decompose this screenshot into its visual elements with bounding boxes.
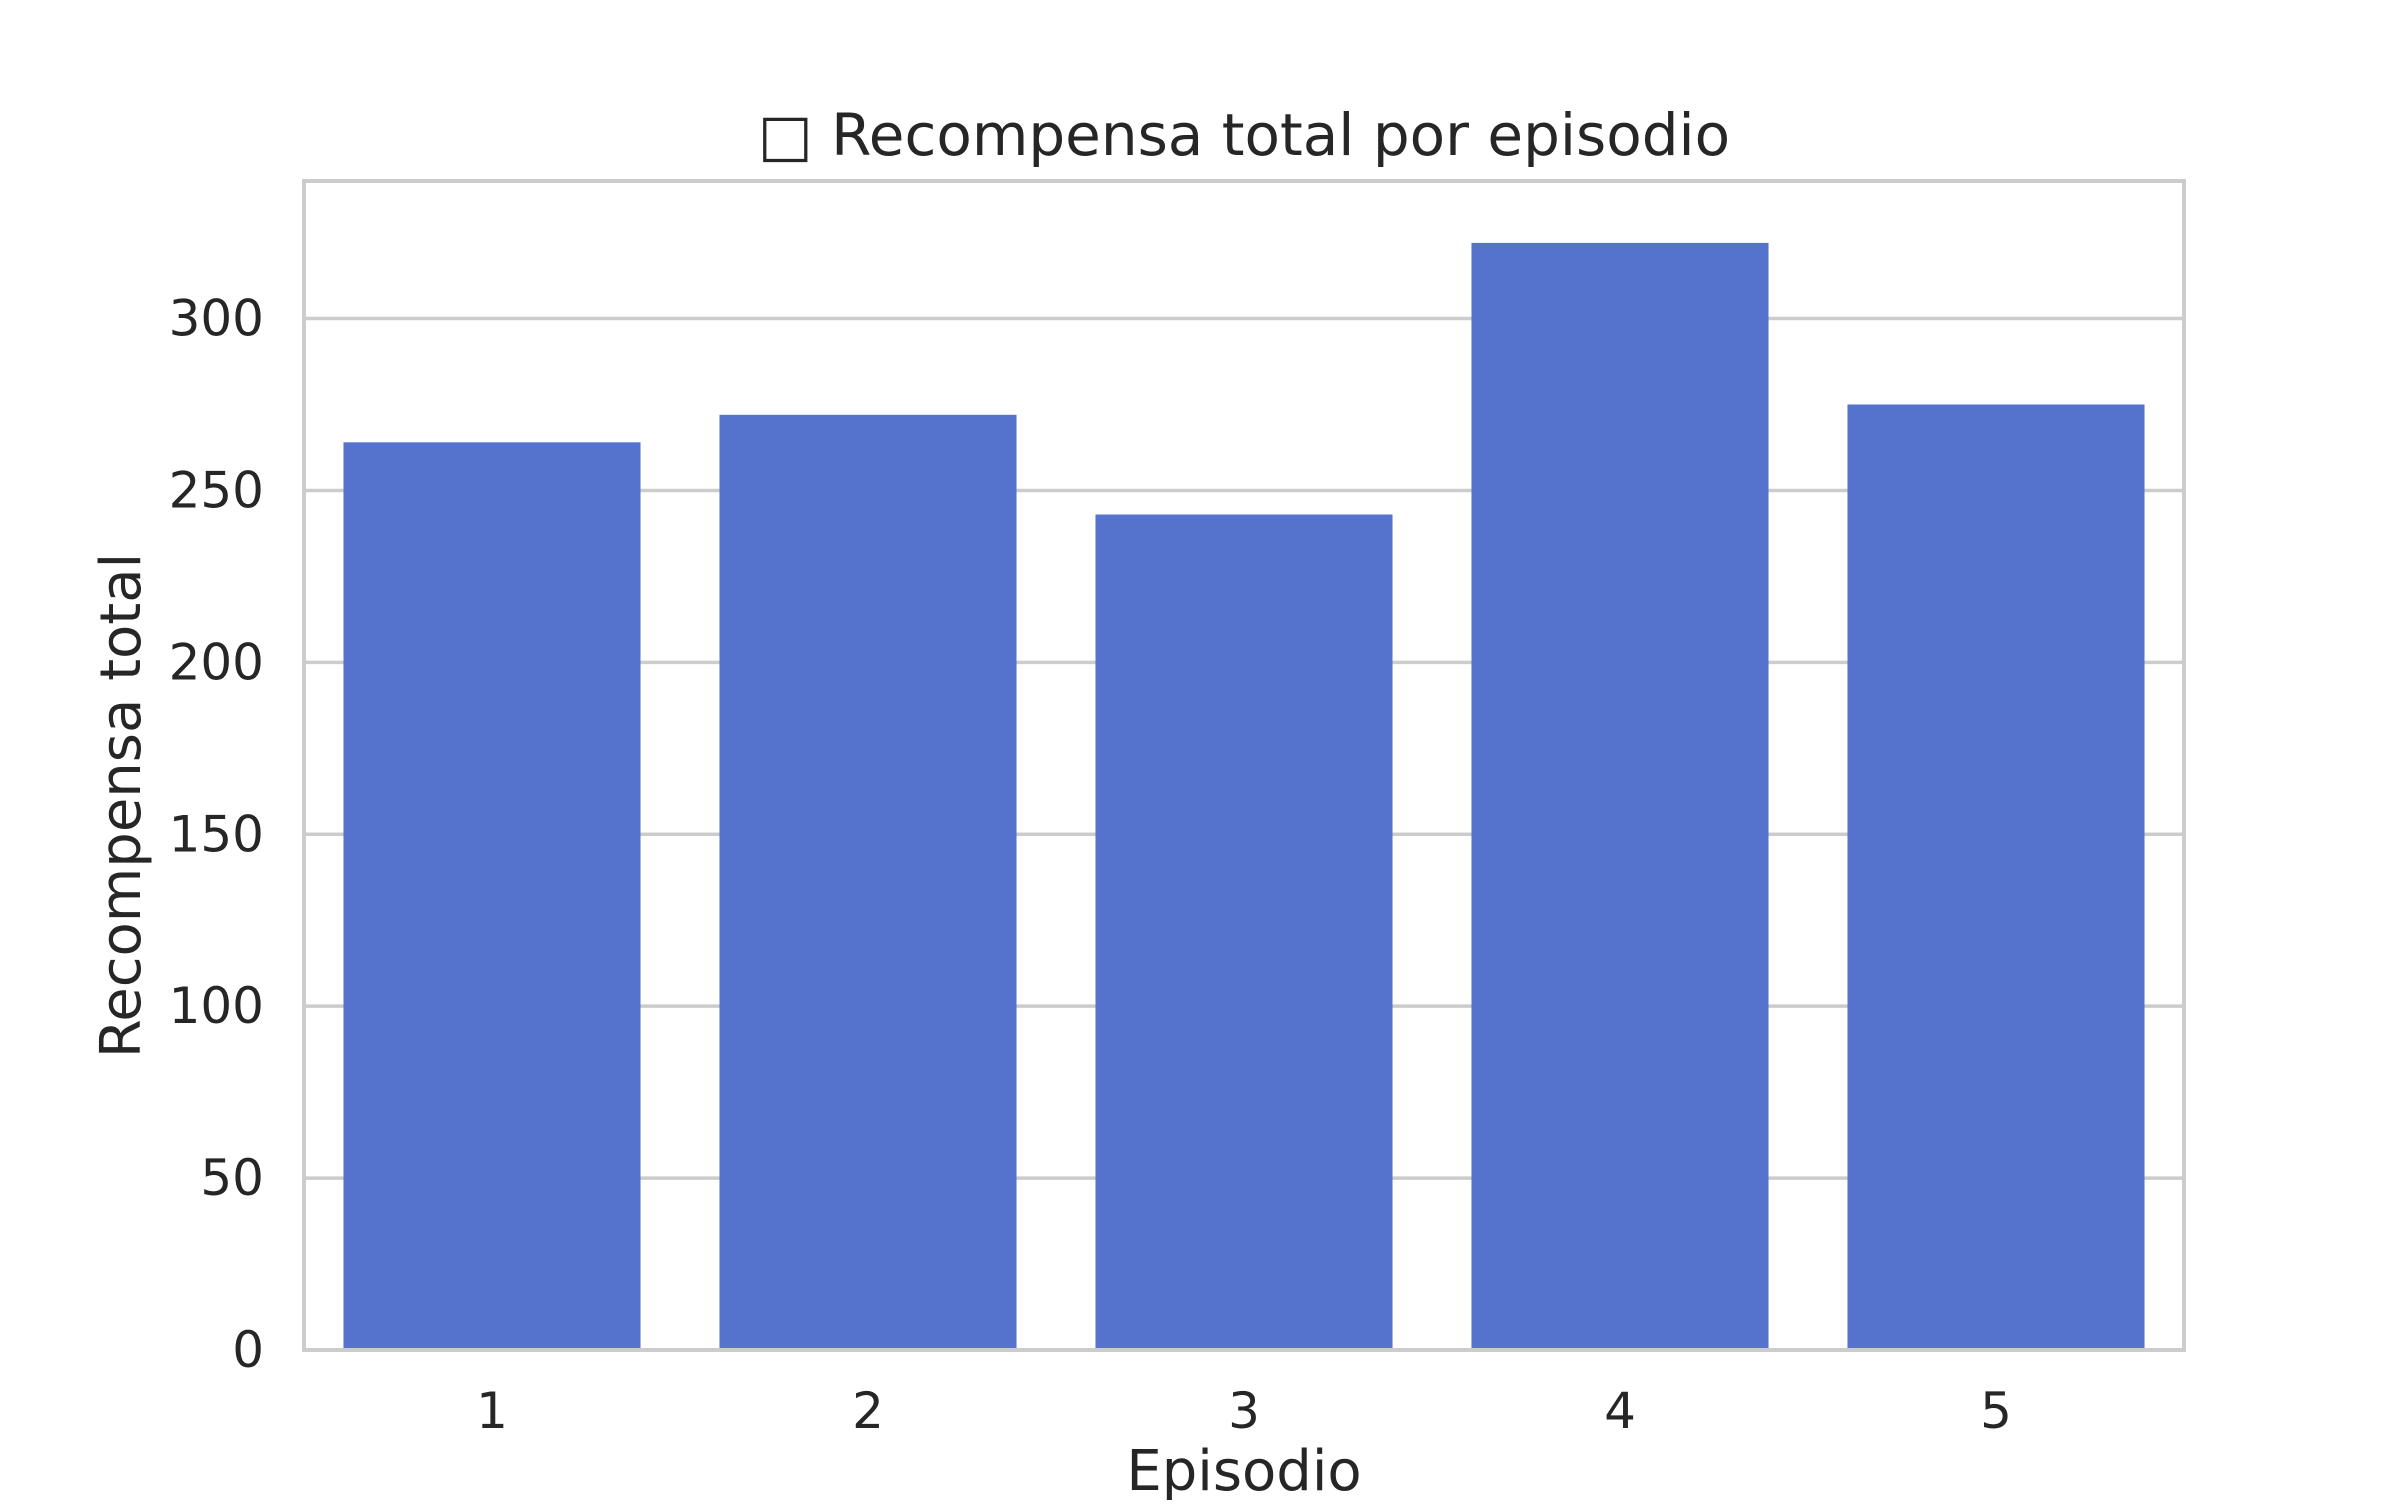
bar-episode-1 — [343, 442, 641, 1350]
plot-frame — [302, 179, 2186, 1352]
y-tick-labels: 0 50 100 150 200 250 300 — [169, 290, 264, 1379]
y-tick-label: 150 — [169, 805, 264, 863]
chart-title: □ Recompensa total por episodio — [758, 101, 1730, 169]
y-tick-label: 50 — [200, 1149, 264, 1207]
bar-episode-5 — [1847, 404, 2145, 1350]
y-tick-label: 200 — [169, 633, 264, 691]
x-tick-label: 4 — [1604, 1382, 1636, 1440]
x-axis-label: Episodio — [1126, 1439, 1361, 1500]
bar-episode-4 — [1471, 242, 1769, 1351]
bar-episode-3 — [1095, 514, 1393, 1350]
x-tick-label: 3 — [1228, 1382, 1260, 1440]
y-tick-label: 250 — [169, 461, 264, 519]
y-tick-label: 300 — [169, 290, 264, 348]
y-tick-label: 0 — [232, 1321, 264, 1379]
bars — [343, 242, 2145, 1351]
y-axis-label: Recompensa total — [89, 553, 154, 1058]
y-tick-label: 100 — [169, 977, 264, 1035]
x-tick-label: 2 — [852, 1382, 884, 1440]
x-tick-labels: 1 2 3 4 5 — [476, 1382, 2012, 1440]
bar-episode-2 — [719, 414, 1017, 1350]
x-tick-label: 5 — [1980, 1382, 2012, 1440]
x-tick-label: 1 — [476, 1382, 508, 1440]
